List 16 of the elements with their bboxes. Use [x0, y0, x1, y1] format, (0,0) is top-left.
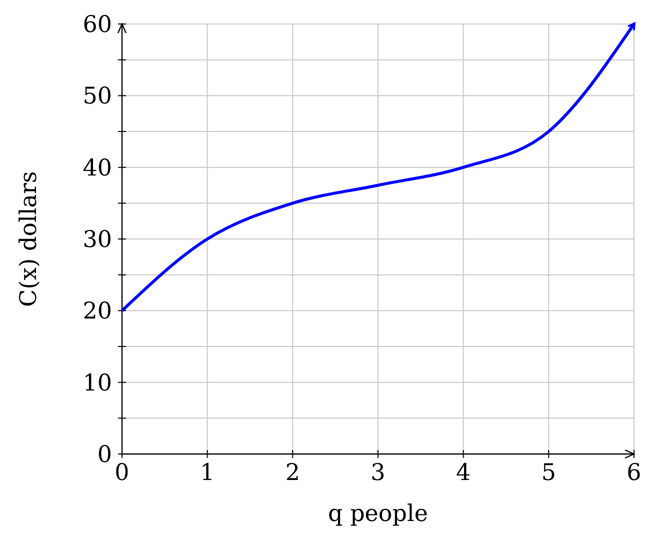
y-tick-label: 60 — [82, 12, 112, 38]
y-axis-title: C(x) dollars — [16, 171, 42, 307]
x-tick-label: 5 — [541, 460, 556, 486]
x-tick-label: 2 — [285, 460, 300, 486]
y-tick-label: 30 — [82, 227, 112, 254]
x-tick-label: 4 — [456, 460, 471, 486]
x-axis-title: q people — [328, 501, 428, 527]
y-tick-label: 40 — [82, 155, 112, 182]
x-tick-label: 6 — [626, 460, 642, 486]
x-tick-label: 3 — [370, 460, 386, 486]
x-tick-label: 1 — [200, 460, 215, 486]
y-tick-label: 20 — [82, 298, 112, 325]
y-tick-label: 0 — [97, 442, 112, 468]
y-tick-label: 50 — [82, 84, 112, 110]
y-tick-label: 10 — [82, 370, 112, 396]
x-tick-label: 0 — [114, 460, 130, 486]
